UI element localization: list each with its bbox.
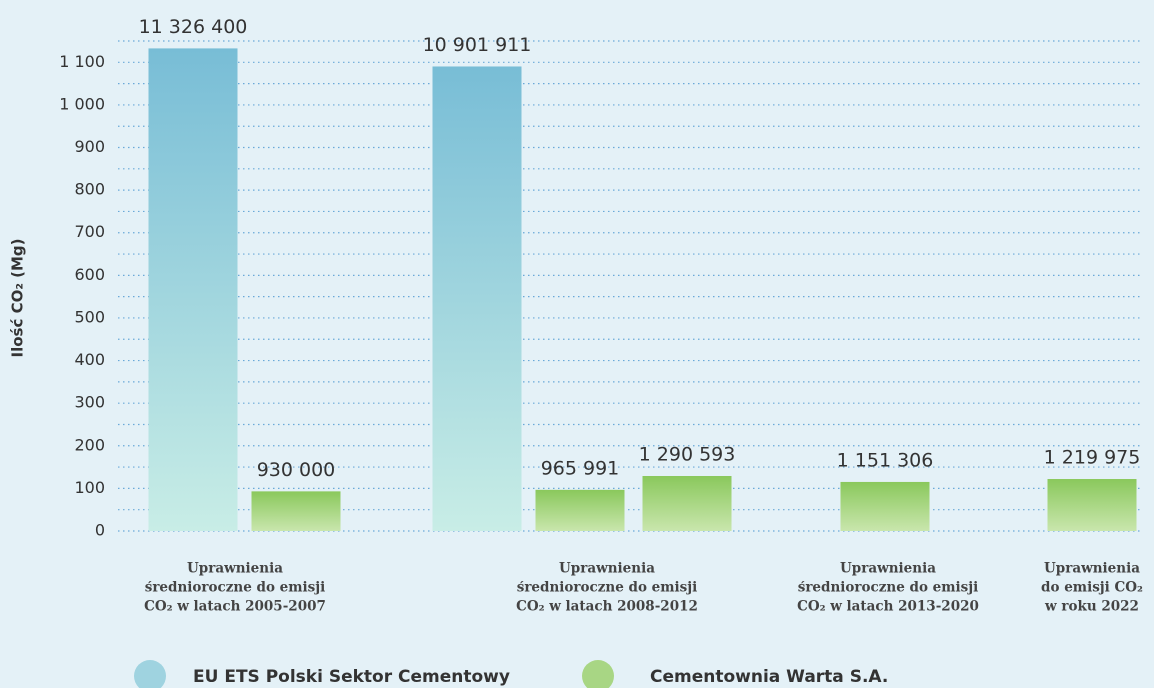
x-tick-label: średnioroczne do emisji	[517, 580, 698, 596]
bar	[148, 48, 238, 531]
bar	[251, 491, 341, 531]
bar	[840, 481, 930, 531]
value-label: 1 151 306	[837, 449, 934, 471]
x-tick-label: CO₂ w latach 2008-2012	[516, 599, 698, 615]
x-tick-label: średnioroczne do emisji	[145, 580, 326, 596]
x-tick-label: w roku 2022	[1044, 599, 1139, 615]
x-tick-label: Uprawnienia	[1044, 561, 1140, 577]
x-tick-label: Uprawnienia	[840, 561, 936, 577]
bar	[535, 489, 625, 531]
legend-label: EU ETS Polski Sektor Cementowy	[193, 667, 510, 687]
bar	[432, 66, 522, 531]
y-tick-label: 700	[74, 222, 105, 241]
y-tick-label: 1 100	[59, 52, 105, 71]
y-tick-label: 900	[74, 137, 105, 156]
x-tick-label: CO₂ w latach 2005-2007	[144, 599, 326, 615]
x-tick-label: CO₂ w latach 2013-2020	[797, 599, 979, 615]
y-tick-label: 800	[74, 180, 105, 199]
y-tick-label: 0	[95, 521, 105, 540]
value-label: 1 219 975	[1044, 447, 1141, 469]
bar	[642, 476, 732, 531]
x-tick-label: do emisji CO₂	[1041, 580, 1143, 596]
y-tick-label: 600	[74, 265, 105, 284]
value-label: 1 290 593	[639, 444, 736, 466]
x-tick-label: średnioroczne do emisji	[798, 580, 979, 596]
legend-label: Cementownia Warta S.A.	[650, 667, 888, 687]
y-tick-label: 500	[74, 307, 105, 326]
value-label: 11 326 400	[139, 16, 248, 38]
x-tick-label: Uprawnienia	[559, 561, 655, 577]
value-label: 965 991	[541, 457, 620, 479]
y-axis-label: Ilość CO₂ (Mg)	[9, 239, 27, 358]
value-label: 930 000	[257, 459, 336, 481]
legend-swatch	[134, 660, 166, 688]
bar	[1047, 479, 1137, 531]
value-label: 10 901 911	[423, 34, 532, 56]
y-tick-label: 400	[74, 350, 105, 369]
y-tick-label: 1 000	[59, 94, 105, 113]
y-tick-label: 100	[74, 478, 105, 497]
y-tick-label: 200	[74, 435, 105, 454]
legend-swatch	[582, 660, 614, 688]
y-tick-label: 300	[74, 393, 105, 412]
x-tick-label: Uprawnienia	[187, 561, 283, 577]
